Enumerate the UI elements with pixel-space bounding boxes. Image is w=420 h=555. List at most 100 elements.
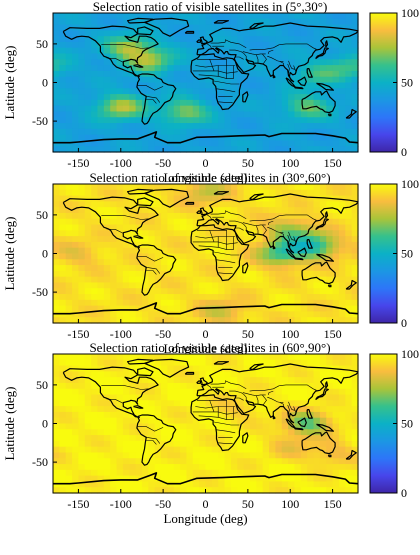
x-tick-label: -100 [110,327,132,341]
heatmap-cell [345,123,353,130]
heatmap-cell [218,224,226,231]
heatmap-cell [275,94,283,101]
heatmap-cell [326,475,334,483]
heatmap-cell [91,481,99,488]
heatmap-cell [338,270,346,278]
heatmap-cell [326,247,334,255]
heatmap-cell [78,475,86,483]
heatmap-cell [78,452,86,459]
heatmap-cell [59,265,67,272]
heatmap-cell [122,475,130,483]
heatmap-cell [148,18,156,26]
heatmap-cell [288,146,296,153]
heatmap-cell [192,88,200,95]
heatmap-cell [110,123,118,130]
heatmap-cell [91,184,99,191]
heatmap-cell [84,464,92,471]
country-border [243,224,247,231]
heatmap-cell [351,140,359,147]
heatmap-cell [269,134,276,142]
heatmap-cell [91,311,99,318]
heatmap-cell [307,259,315,266]
heatmap-cell [256,30,264,37]
heatmap-cell [211,36,219,43]
heatmap-cell [243,481,251,488]
heatmap-cell [345,230,353,237]
heatmap-cell [59,123,67,130]
heatmap-cell [65,265,73,272]
heatmap-cell [205,247,213,255]
heatmap-cell [294,299,302,307]
heatmap-cell [199,24,207,31]
heatmap-cell [97,201,105,208]
heatmap-cell [84,388,92,396]
heatmap-cell [103,105,111,113]
heatmap-cell [307,417,315,425]
heatmap-cell [110,59,118,66]
heatmap-cell [122,317,130,324]
heatmap-cell [332,305,340,313]
heatmap-cell [224,406,232,413]
heatmap-cell [129,134,137,142]
heatmap-cell [243,253,251,260]
heatmap-cell [307,423,315,430]
heatmap-cell [173,236,181,243]
heatmap-cell [186,13,194,20]
heatmap-cell [103,294,111,301]
heatmap-cell [211,70,219,78]
heatmap-cell [122,247,130,255]
heatmap-cell [173,417,181,425]
heatmap-cell [84,247,92,255]
heatmap-cell [59,282,67,289]
heatmap-cell [224,305,232,313]
heatmap-cell [192,377,200,384]
heatmap-cell [338,24,346,31]
heatmap-cell [129,212,137,220]
heatmap-cell [319,481,327,488]
heatmap-cell [167,189,175,197]
heatmap-cell [129,377,137,384]
heatmap-cell [269,464,276,471]
heatmap-cell [59,53,67,60]
heatmap-cell [338,317,346,324]
heatmap-cell [332,146,340,153]
heatmap-cell [129,259,137,266]
coastline-southAmerica [136,414,177,466]
heatmap-cell [338,365,346,372]
heatmap-cell [186,435,194,442]
heatmap-cell [110,195,118,202]
heatmap-cell [103,317,111,324]
heatmap-cell [110,218,118,226]
heatmap-cell [110,94,118,101]
heatmap-cell [72,41,80,49]
country-border [288,231,296,241]
heatmap-cell [192,76,200,84]
heatmap-cell [307,371,315,378]
heatmap-cell [59,270,67,278]
heatmap-cell [154,53,162,60]
heatmap-cell [218,354,226,361]
heatmap-cell [313,146,321,153]
heatmap-cell [122,241,130,249]
heatmap-cell [288,230,296,237]
heatmap-cell [110,365,118,372]
heatmap-cell [59,475,67,483]
heatmap-cell [294,411,302,419]
country-border [279,214,317,221]
heatmap-cell [116,311,124,318]
heatmap-cell [211,299,219,307]
colorbar-tick-label: 0 [401,486,407,500]
heatmap-cell [345,423,353,430]
heatmap-cell [294,475,302,483]
heatmap-cell [345,440,353,448]
country-border [215,259,236,264]
heatmap-cell [122,276,130,284]
heatmap-cell [53,377,60,384]
heatmap-cell [199,59,207,66]
heatmap-cell [161,59,168,66]
heatmap-cell [275,481,283,488]
heatmap-cell [72,270,80,278]
heatmap-cell [116,230,124,237]
heatmap-cell [91,241,99,249]
heatmap-cell [129,253,137,260]
